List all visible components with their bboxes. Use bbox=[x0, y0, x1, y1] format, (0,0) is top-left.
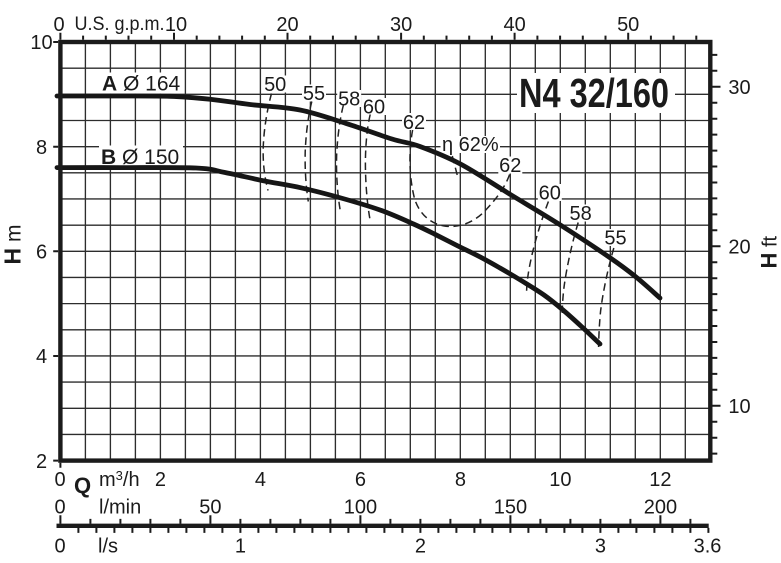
svg-text:6: 6 bbox=[36, 242, 47, 264]
svg-text:30: 30 bbox=[728, 77, 750, 99]
svg-text:20: 20 bbox=[276, 14, 298, 36]
svg-text:2: 2 bbox=[36, 451, 47, 473]
svg-text:U.S. g.p.m.: U.S. g.p.m. bbox=[75, 14, 165, 35]
svg-text:2: 2 bbox=[155, 469, 166, 491]
svg-text:100: 100 bbox=[344, 497, 377, 519]
svg-text:2: 2 bbox=[415, 536, 426, 558]
svg-text:3.6: 3.6 bbox=[694, 536, 722, 558]
svg-text:200: 200 bbox=[644, 497, 677, 519]
svg-text:0: 0 bbox=[53, 14, 64, 36]
svg-text:0: 0 bbox=[54, 469, 65, 491]
svg-text:55: 55 bbox=[604, 228, 626, 250]
svg-text:η 62%: η 62% bbox=[442, 134, 499, 156]
svg-text:58: 58 bbox=[338, 89, 360, 111]
svg-text:10: 10 bbox=[549, 469, 571, 491]
svg-text:H m: H m bbox=[0, 225, 26, 265]
svg-text:20: 20 bbox=[728, 237, 750, 259]
svg-text:60: 60 bbox=[363, 97, 385, 119]
svg-text:l/s: l/s bbox=[98, 536, 118, 558]
svg-text:0: 0 bbox=[54, 536, 65, 558]
svg-text:Q: Q bbox=[74, 473, 91, 498]
svg-text:l/min: l/min bbox=[99, 497, 141, 519]
svg-text:H ft: H ft bbox=[757, 235, 781, 268]
svg-text:3: 3 bbox=[595, 536, 606, 558]
svg-text:N4 32/160: N4 32/160 bbox=[519, 70, 669, 116]
svg-text:0: 0 bbox=[54, 497, 65, 519]
svg-text:50: 50 bbox=[264, 74, 286, 96]
svg-text:150: 150 bbox=[494, 497, 527, 519]
svg-text:A Ø 164: A Ø 164 bbox=[102, 73, 181, 96]
svg-text:6: 6 bbox=[355, 469, 366, 491]
svg-text:62: 62 bbox=[403, 112, 425, 134]
svg-text:55: 55 bbox=[303, 83, 325, 105]
svg-text:10: 10 bbox=[165, 14, 187, 36]
svg-text:m3/h: m3/h bbox=[99, 468, 140, 491]
svg-text:40: 40 bbox=[503, 14, 525, 36]
svg-text:10: 10 bbox=[30, 32, 52, 54]
svg-text:50: 50 bbox=[199, 497, 221, 519]
svg-text:10: 10 bbox=[728, 396, 750, 418]
svg-text:1: 1 bbox=[235, 536, 246, 558]
svg-text:4: 4 bbox=[255, 469, 266, 491]
svg-text:30: 30 bbox=[390, 14, 412, 36]
svg-text:8: 8 bbox=[36, 137, 47, 159]
svg-text:B Ø 150: B Ø 150 bbox=[101, 146, 179, 169]
svg-text:4: 4 bbox=[36, 346, 47, 368]
svg-text:50: 50 bbox=[617, 14, 639, 36]
svg-text:12: 12 bbox=[649, 469, 671, 491]
svg-text:8: 8 bbox=[455, 469, 466, 491]
svg-text:60: 60 bbox=[539, 183, 561, 205]
svg-text:62: 62 bbox=[499, 155, 521, 177]
svg-text:58: 58 bbox=[569, 203, 591, 225]
